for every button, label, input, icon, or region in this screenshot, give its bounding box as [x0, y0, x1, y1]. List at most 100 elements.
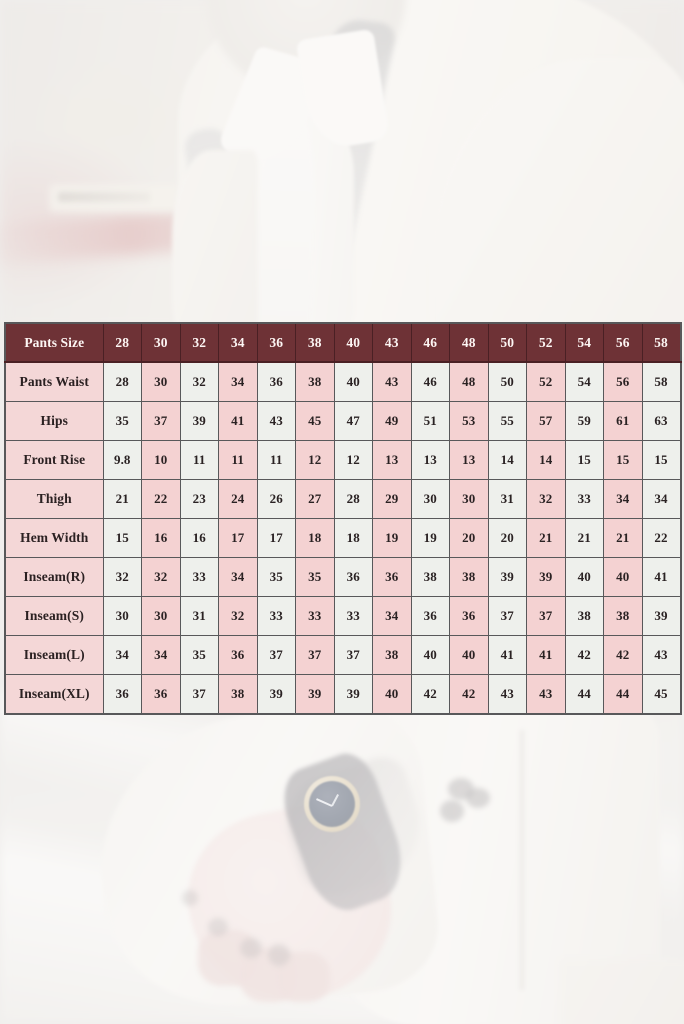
- table-cell: 37: [141, 401, 181, 441]
- table-cell: 41: [487, 635, 527, 675]
- table-cell: 27: [295, 479, 335, 519]
- header-cell-size: 43: [372, 322, 412, 363]
- header-row: Pants Size 28 30 32 34 36 38 40 43 46 48…: [4, 322, 681, 363]
- row-label-inseam-s: Inseam(S): [4, 596, 104, 636]
- table-cell: 38: [372, 635, 412, 675]
- table-cell: 51: [410, 401, 450, 441]
- table-cell: 18: [295, 518, 335, 558]
- row-label-thigh: Thigh: [4, 479, 104, 519]
- table-cell: 13: [372, 440, 412, 480]
- table-cell: 44: [603, 674, 643, 715]
- table-cell: 42: [603, 635, 643, 675]
- table-body: Pants Waist 28 30 32 34 36 38 40 43 46 48 50 52 54 56 5…: [4, 361, 681, 715]
- table-cell: 16: [141, 518, 181, 558]
- table-cell: 47: [333, 401, 373, 441]
- table-cell: 15: [603, 440, 643, 480]
- row-label-inseam-l: Inseam(L): [4, 635, 104, 675]
- table-cell: 48: [449, 361, 489, 402]
- table-cell: 35: [102, 401, 142, 441]
- table-cell: 15: [641, 440, 681, 480]
- table-cell: 43: [526, 674, 566, 715]
- table-row: Pants Waist 28 30 32 34 36 38 40 43 46 48 50 52 54 56 5…: [4, 361, 681, 402]
- table-cell: 54: [564, 361, 604, 402]
- header-cell-size: 48: [449, 322, 489, 363]
- size-chart-container: Pants Size 28 30 32 34 36 38 40 43 46 48…: [4, 322, 682, 715]
- jacket-button-icon: [440, 800, 464, 822]
- table-cell: 32: [526, 479, 566, 519]
- table-cell: 14: [487, 440, 527, 480]
- header-cell-size: 38: [295, 322, 335, 363]
- table-cell: 32: [218, 596, 258, 636]
- table-cell: 20: [487, 518, 527, 558]
- jacket-button-icon: [466, 788, 490, 808]
- table-cell: 31: [487, 479, 527, 519]
- table-cell: 58: [641, 361, 681, 402]
- jacket-edge-icon: [172, 150, 258, 340]
- table-cell: 49: [372, 401, 412, 441]
- table-cell: 39: [333, 674, 373, 715]
- table-cell: 28: [102, 361, 142, 402]
- table-cell: 46: [410, 361, 450, 402]
- table-cell: 38: [218, 674, 258, 715]
- header-cell-size: 54: [564, 322, 604, 363]
- table-cell: 59: [564, 401, 604, 441]
- table-cell: 39: [487, 557, 527, 597]
- row-label-inseam-r: Inseam(R): [4, 557, 104, 597]
- table-cell: 38: [564, 596, 604, 636]
- row-label-hem-width: Hem Width: [4, 518, 104, 558]
- table-cell: 12: [295, 440, 335, 480]
- table-cell: 34: [218, 557, 258, 597]
- table-header: Pants Size 28 30 32 34 36 38 40 43 46 48…: [4, 322, 681, 363]
- table-cell: 35: [179, 635, 219, 675]
- table-cell: 35: [256, 557, 296, 597]
- table-cell: 39: [256, 674, 296, 715]
- tattoo-icon: [268, 944, 290, 966]
- header-cell-size: 52: [526, 322, 566, 363]
- table-cell: 10: [141, 440, 181, 480]
- table-cell: 40: [449, 635, 489, 675]
- table-cell: 32: [102, 557, 142, 597]
- table-row: Thigh 21 22 23 24 26 27 28 29 30 30 31 32 33 34 34: [4, 479, 681, 519]
- table-cell: 43: [641, 635, 681, 675]
- table-cell: 21: [564, 518, 604, 558]
- table-cell: 24: [218, 479, 258, 519]
- table-cell: 15: [102, 518, 142, 558]
- table-cell: 31: [179, 596, 219, 636]
- table-row: Hem Width 15 16 16 17 17 18 18 19 19 20 20 21 21 21 22: [4, 518, 681, 558]
- table-cell: 40: [603, 557, 643, 597]
- table-cell: 19: [410, 518, 450, 558]
- table-cell: 43: [256, 401, 296, 441]
- table-cell: 30: [449, 479, 489, 519]
- table-cell: 33: [333, 596, 373, 636]
- table-cell: 41: [218, 401, 258, 441]
- table-cell: 41: [526, 635, 566, 675]
- header-cell-size: 36: [256, 322, 296, 363]
- table-cell: 34: [372, 596, 412, 636]
- table-cell: 38: [295, 361, 335, 402]
- table-cell: 36: [218, 635, 258, 675]
- table-cell: 43: [487, 674, 527, 715]
- table-cell: 45: [295, 401, 335, 441]
- table-cell: 16: [179, 518, 219, 558]
- trouser-icon: [560, 960, 684, 1024]
- blurred-sign-text-icon: [58, 192, 150, 202]
- table-cell: 9.8: [102, 440, 142, 480]
- table-cell: 33: [256, 596, 296, 636]
- table-cell: 36: [256, 361, 296, 402]
- table-cell: 30: [102, 596, 142, 636]
- table-cell: 38: [449, 557, 489, 597]
- table-cell: 13: [410, 440, 450, 480]
- table-cell: 26: [256, 479, 296, 519]
- table-cell: 37: [487, 596, 527, 636]
- table-cell: 32: [141, 557, 181, 597]
- table-cell: 39: [179, 401, 219, 441]
- table-cell: 12: [333, 440, 373, 480]
- header-cell-size: 40: [333, 322, 373, 363]
- header-cell-size: 46: [410, 322, 450, 363]
- pants-size-chart-table: Pants Size 28 30 32 34 36 38 40 43 46 48…: [4, 322, 682, 715]
- header-cell-size: 28: [102, 322, 142, 363]
- table-cell: 43: [372, 361, 412, 402]
- table-cell: 22: [141, 479, 181, 519]
- table-cell: 13: [449, 440, 489, 480]
- table-cell: 19: [372, 518, 412, 558]
